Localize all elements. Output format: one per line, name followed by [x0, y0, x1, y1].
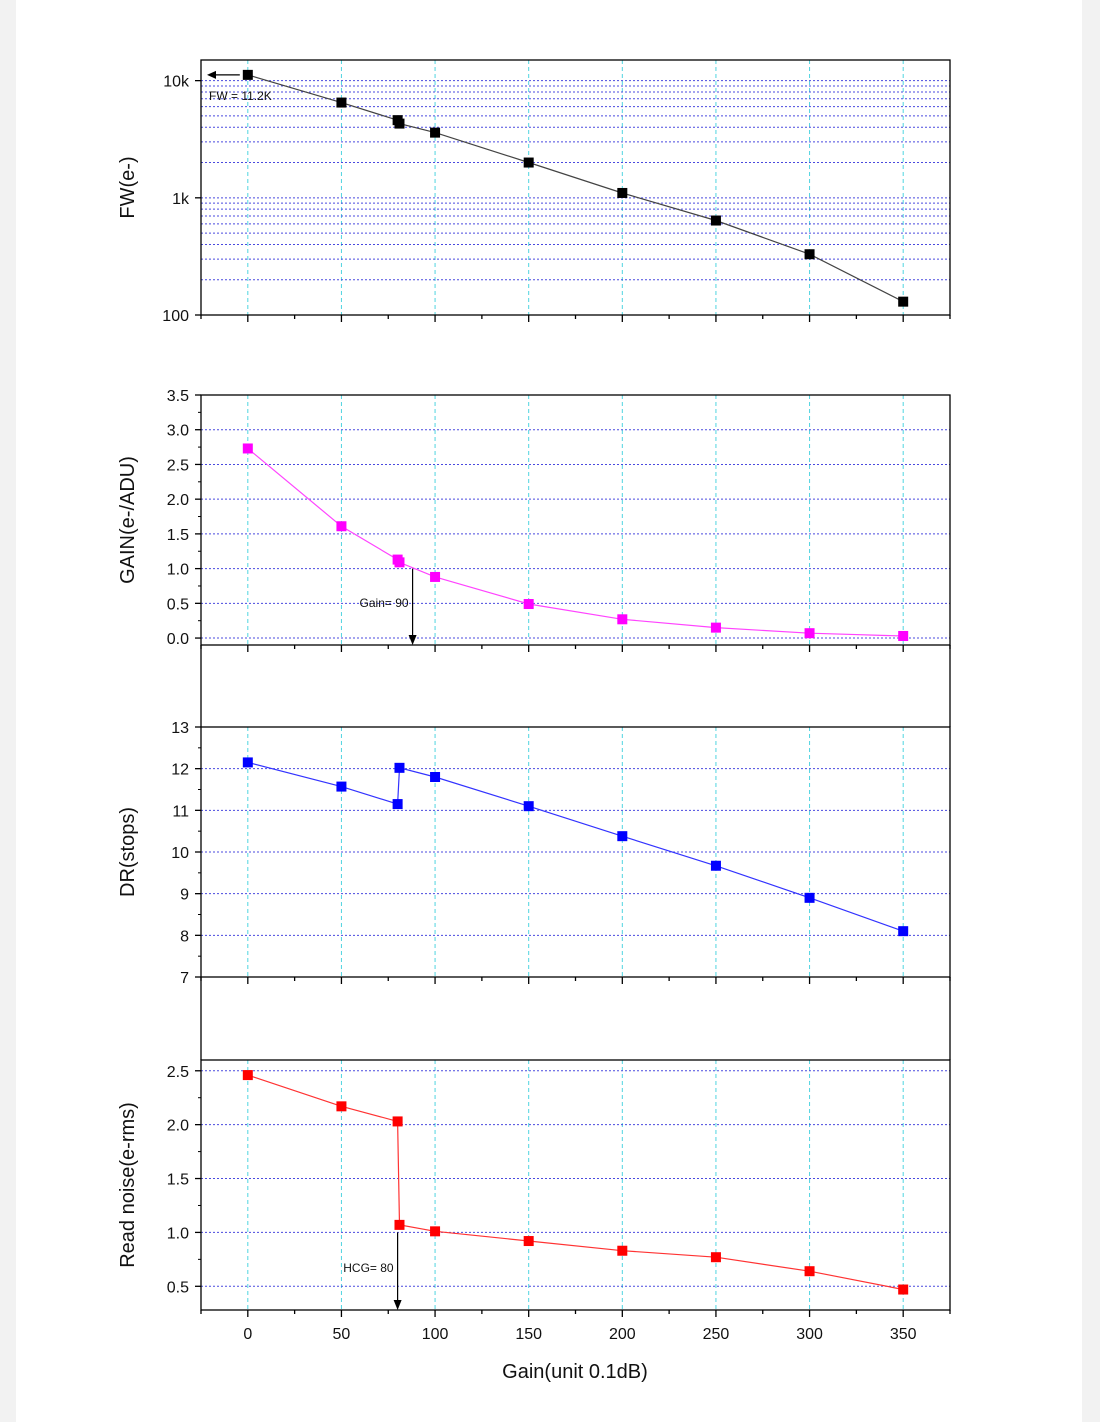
panel-1: 100 1k 10k FW(e-) FW = 11.2K [117, 59, 951, 325]
data-point-marker [617, 1245, 628, 1256]
y-tick-label: 2.0 [167, 1118, 189, 1135]
series-line [247, 448, 904, 637]
data-point-marker [617, 831, 628, 842]
data-point-marker [394, 118, 405, 129]
data-point-marker [336, 1101, 347, 1112]
y-tick-label: 2.5 [167, 1064, 189, 1081]
data-point-marker [898, 630, 909, 641]
y-tick-label: 0.5 [167, 596, 189, 613]
data-point-marker [523, 1236, 534, 1247]
y-tick-label: 3.0 [167, 423, 189, 440]
y-tick-label: 7 [180, 970, 189, 987]
y-axis-title: Read noise(e-rms) [117, 1102, 139, 1268]
y-tick-label: 1.5 [167, 1172, 189, 1189]
data-point-marker [392, 1116, 403, 1127]
x-axis-title: Gain(unit 0.1dB) [502, 1361, 648, 1383]
x-tick-label: 300 [796, 1326, 823, 1343]
annotation-label: HCG= 80 [343, 1261, 394, 1275]
y-tick-label: 0.0 [167, 631, 189, 648]
y-tick-label: 3.5 [167, 388, 189, 405]
y-tick-label: 11 [172, 803, 189, 820]
panel-4: 0.5 1.0 1.5 2.0 2.5 Read noise(e-rms) HCG= 80 [117, 1059, 951, 1317]
series-line [247, 74, 904, 303]
data-point-marker [336, 97, 347, 108]
y-tick-label: 1.0 [167, 1225, 189, 1242]
data-point-marker [336, 521, 347, 532]
y-tick-label: 1.5 [167, 527, 189, 544]
annotation-arrowhead [408, 635, 417, 645]
data-point-marker [710, 215, 721, 226]
figure-background [16, 0, 1082, 1422]
panel-3: 7 8 9 10 11 12 13 DR(stops) [117, 720, 951, 987]
x-tick-label: 200 [609, 1326, 636, 1343]
data-point-marker [394, 557, 405, 568]
annotation-arrowhead [393, 1300, 402, 1310]
y-tick-label: 10 [171, 845, 189, 862]
data-point-marker [336, 781, 347, 792]
data-point-marker [710, 1252, 721, 1263]
data-point-marker [394, 1219, 405, 1230]
panel-2: 0.0 0.5 1.0 1.5 2.0 2.5 3.0 3.5 GAIN(e-/ADU) Gain… [117, 388, 951, 652]
y-tick-label: 1.0 [167, 562, 189, 579]
data-point-marker [430, 571, 441, 582]
x-tick-label: 250 [703, 1326, 730, 1343]
data-point-marker [523, 801, 534, 812]
data-point-marker [710, 860, 721, 871]
data-point-marker [898, 296, 909, 307]
data-point-marker [617, 614, 628, 625]
data-point-marker [242, 443, 253, 454]
x-tick-label: 100 [422, 1326, 449, 1343]
data-point-marker [804, 249, 815, 260]
y-tick-label: 100 [162, 308, 189, 325]
y-tick-label: 9 [180, 887, 189, 904]
data-point-marker [242, 69, 253, 80]
series-line [247, 761, 904, 932]
y-axis-title: DR(stops) [117, 807, 139, 897]
data-point-marker [804, 892, 815, 903]
x-tick-label: 350 [890, 1326, 917, 1343]
y-tick-label: 0.5 [167, 1279, 189, 1296]
y-tick-label: 8 [180, 928, 189, 945]
y-tick-label: 1k [172, 191, 190, 208]
data-point-marker [242, 757, 253, 768]
annotation-label: Gain= 90 [360, 596, 409, 610]
data-point-marker [804, 1266, 815, 1277]
data-point-marker [804, 628, 815, 639]
data-point-marker [898, 926, 909, 937]
y-tick-label: 2.0 [167, 492, 189, 509]
y-tick-label: 10k [163, 74, 190, 91]
series-line [247, 1074, 904, 1291]
data-point-marker [617, 187, 628, 198]
data-point-marker [392, 799, 403, 810]
x-tick-label: 50 [333, 1326, 351, 1343]
data-point-marker [710, 622, 721, 633]
annotation-label: FW = 11.2K [209, 89, 272, 103]
data-point-marker [430, 772, 441, 782]
data-point-marker [430, 1226, 441, 1237]
data-point-marker [898, 1284, 909, 1295]
annotation-arrowhead [207, 70, 216, 79]
data-point-marker [242, 1070, 253, 1081]
data-point-marker [523, 599, 534, 610]
y-axis-title: GAIN(e-/ADU) [117, 456, 139, 584]
data-point-marker [430, 127, 441, 138]
y-axis-title: FW(e-) [117, 156, 139, 218]
data-point-marker [394, 762, 405, 773]
x-tick-label: 150 [515, 1326, 542, 1343]
data-point-marker [523, 157, 534, 168]
y-tick-label: 2.5 [167, 457, 189, 474]
y-tick-label: 12 [171, 762, 189, 779]
y-tick-label: 13 [171, 720, 189, 737]
x-tick-label: 0 [243, 1326, 252, 1343]
